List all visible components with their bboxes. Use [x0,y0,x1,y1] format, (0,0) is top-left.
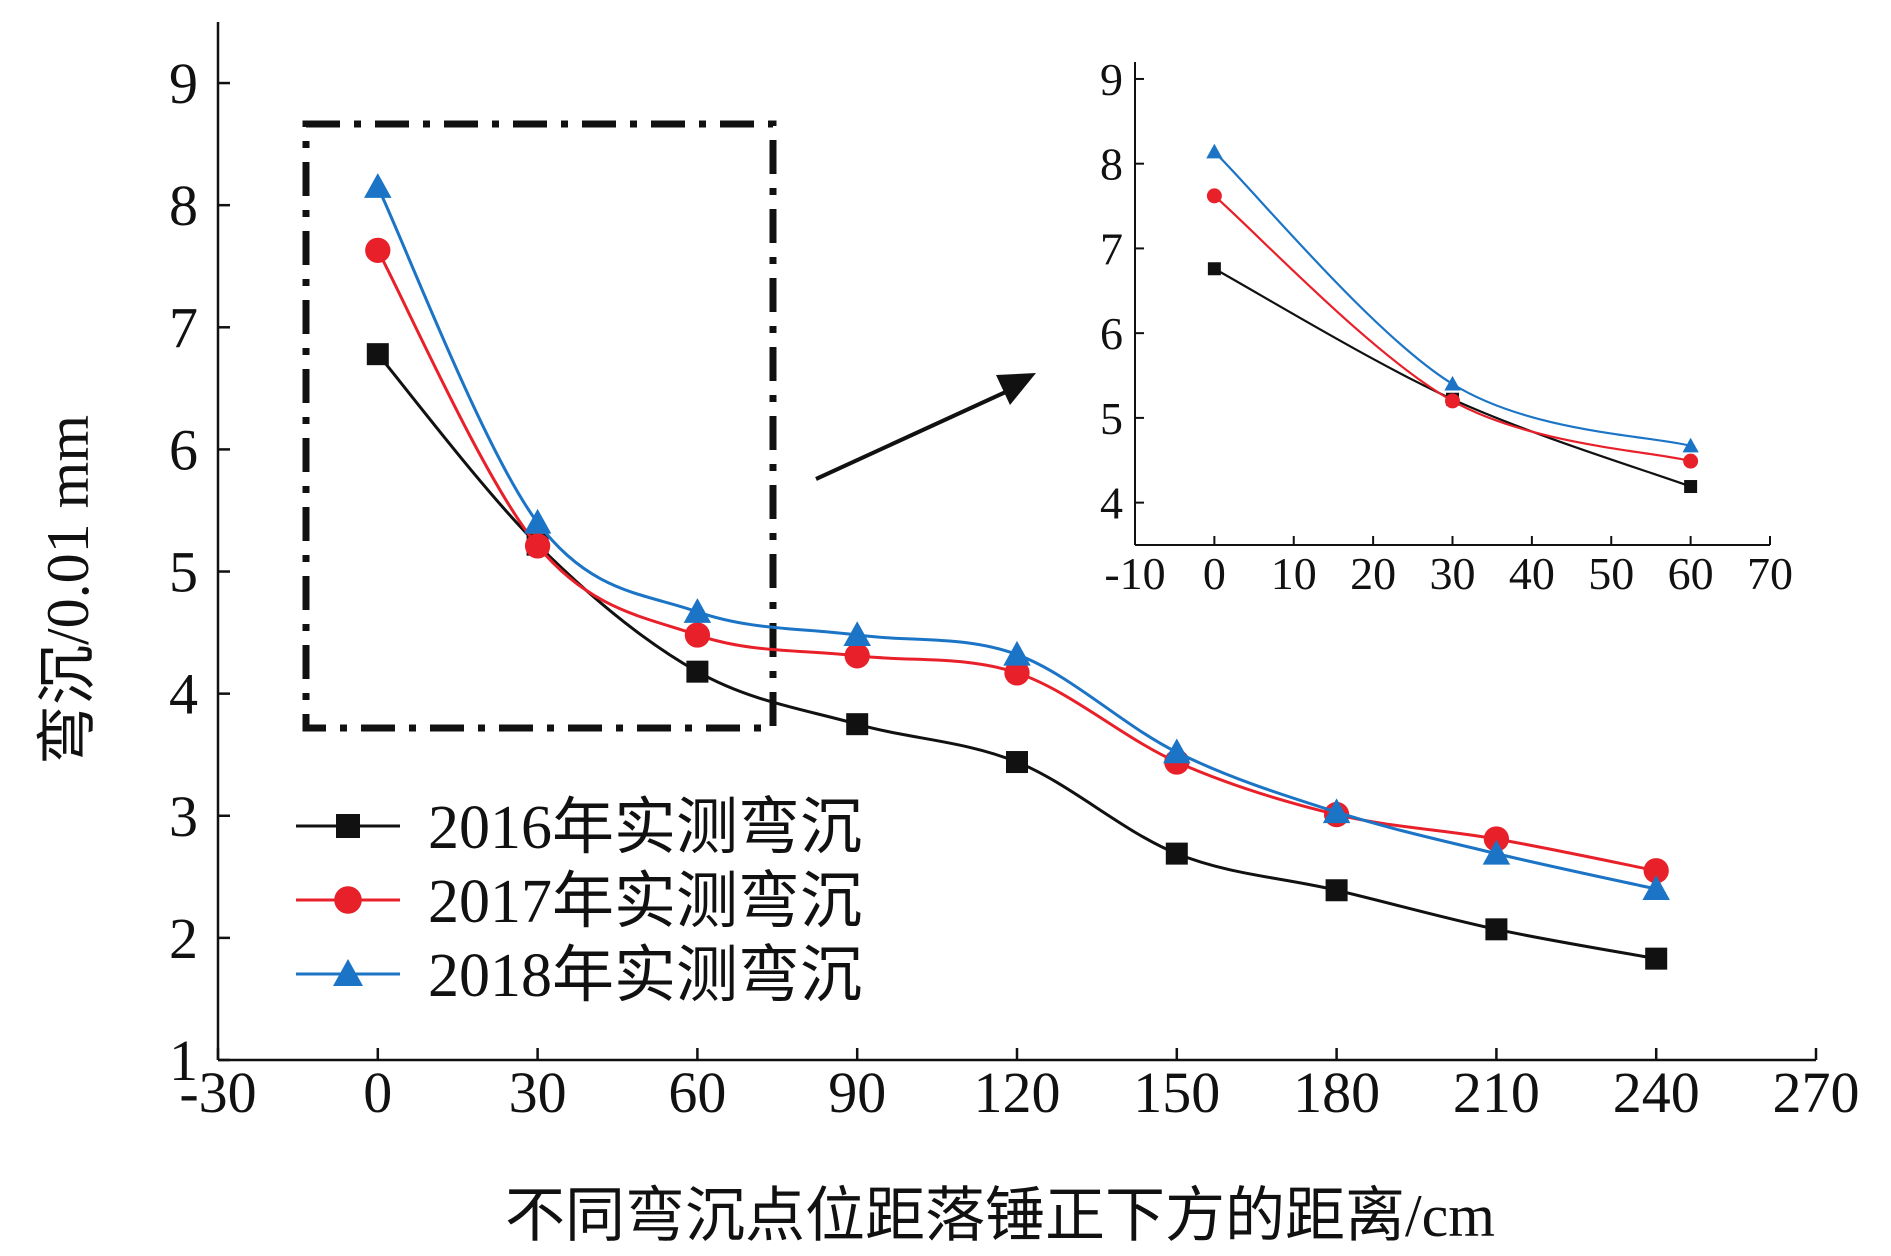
main-y-tick-label: 6 [169,417,198,482]
inset-x-tick-label: 10 [1271,548,1317,599]
inset-y-tick-label: 8 [1100,139,1123,190]
main-x-tick-label: 60 [668,1060,726,1125]
inset-y-tick-label: 7 [1100,223,1123,274]
main-x-tick-label: 30 [509,1060,567,1125]
main-data-point [684,622,711,648]
inset-x-tick-label: 60 [1668,548,1714,599]
zoom-region-box [302,120,777,732]
inset-x-tick-label: 0 [1203,548,1226,599]
inset-x-tick-label: 20 [1350,548,1396,599]
inset-y-ticks: 4 5 6 7 8 9 [1100,54,1144,529]
main-x-tick-label: 180 [1293,1060,1380,1125]
legend-item: 2018年实测弯沉 [296,942,862,1010]
inset-data-point [1207,262,1221,276]
main-x-tick-label: 270 [1773,1060,1860,1125]
main-x-tick-label: 120 [974,1060,1061,1125]
main-y-tick-label: 9 [169,51,198,116]
inset-x-tick-label: 40 [1509,548,1555,599]
main-y-tick-label: 3 [169,784,198,849]
main-data-point [1483,826,1510,852]
main-x-ticks: -30 0 30 60 90 120 150 180 210 240 270 [179,1048,1860,1125]
inset-data-point [1684,480,1698,494]
main-data-point [1003,640,1031,666]
inset-series-line-2 [1213,195,1691,463]
main-data-point [1642,875,1670,901]
inset-x-tick-label: -10 [1104,548,1165,599]
inset-data-point [1683,453,1699,469]
main-series-line-3 [376,186,1657,891]
inset-x-tick-label: 70 [1747,548,1793,599]
main-data-point [523,508,552,534]
main-data-point [365,237,391,264]
legend-marker [333,959,363,986]
legend-label: 2017年实测弯沉 [428,868,862,936]
main-data-point [686,660,709,683]
inset-y-tick-label: 4 [1100,478,1123,529]
inset-y-tick-label: 9 [1100,54,1123,105]
main-data-point [843,621,871,647]
inset-x-ticks: -10 0 10 20 30 40 50 60 70 [1104,536,1793,599]
inset-series-layer [1206,143,1699,494]
zoom-arrow-shaft [815,388,1011,481]
legend-item: 2017年实测弯沉 [296,868,862,936]
main-x-tick-label: 210 [1453,1060,1540,1125]
inset-data-point [1206,143,1223,159]
main-x-tick-label: 150 [1133,1060,1220,1125]
inset-data-point [1444,375,1461,391]
inset-data-point [1445,393,1460,409]
main-y-tick-label: 4 [169,662,198,727]
inset-y-tick-label: 5 [1100,393,1123,444]
main-y-ticks: 1 2 3 4 5 6 7 8 9 [169,51,230,1093]
inset-x-tick-label: 50 [1588,548,1634,599]
main-data-point [1004,660,1030,686]
legend-marker [336,814,360,838]
zoom-arrow-head [996,373,1036,405]
main-x-tick-label: 0 [363,1060,392,1125]
main-y-tick-label: 2 [169,906,198,971]
main-x-tick-label: 240 [1613,1060,1700,1125]
main-data-point [1006,751,1028,774]
main-data-point [844,643,870,669]
inset-series-line-3 [1213,151,1691,447]
main-data-point [1485,918,1508,941]
main-series-line-1 [376,353,1657,961]
main-data-point [1165,842,1188,865]
main-data-point [364,173,392,198]
legend-marker [334,886,362,914]
legend-item: 2016年实测弯沉 [296,794,862,862]
main-x-axis-title: 不同弯沉点位距落锤正下方的距离/cm [505,1183,1495,1249]
inset-y-tick-label: 6 [1100,308,1123,359]
main-data-point [1325,879,1348,902]
main-data-point [1322,798,1351,824]
main-y-tick-label: 5 [169,540,198,605]
main-series-layer [364,173,1670,970]
main-y-tick-label: 8 [169,173,198,238]
main-data-point [1163,738,1191,764]
inset-data-point [1206,188,1222,204]
main-data-point [1643,858,1669,884]
main-data-point [524,533,551,559]
main-data-point [1645,947,1668,970]
main-y-axis-title: 弯沉/0.01 mm [35,415,101,765]
legend-label: 2016年实测弯沉 [428,794,862,862]
inset-data-point [1682,437,1699,453]
main-data-point [683,598,712,623]
inset-x-tick-label: 30 [1430,548,1476,599]
main-y-tick-label: 7 [169,295,198,360]
inset-plot: -10 0 10 20 30 40 50 60 70 4 5 6 7 8 9 [1100,54,1793,599]
main-y-tick-label: 1 [169,1028,198,1093]
main-data-point [366,343,389,366]
main-data-point [1482,839,1511,865]
main-data-point [846,713,869,736]
main-x-tick-label: -30 [179,1060,256,1125]
main-x-tick-label: 90 [828,1060,886,1125]
legend-label: 2018年实测弯沉 [428,942,862,1010]
